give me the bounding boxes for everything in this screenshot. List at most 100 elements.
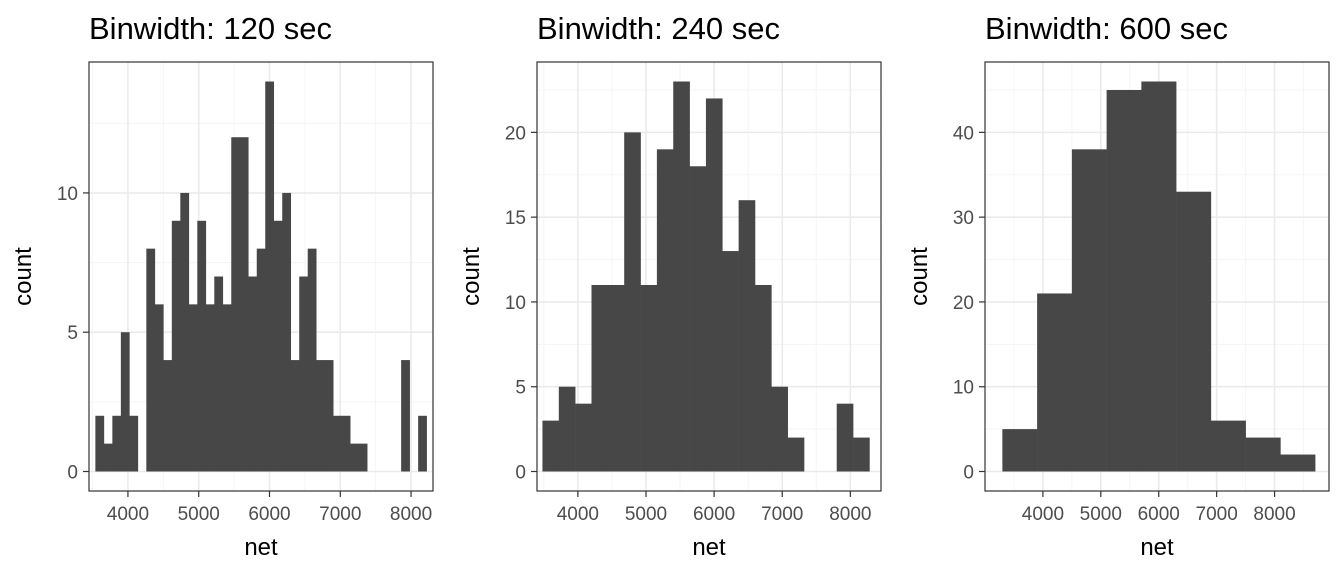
y-tick-label: 0 [67,463,78,484]
histogram-bar [1106,89,1142,472]
histogram-bar [1245,437,1281,472]
histogram-bar [1002,429,1038,472]
y-tick-label: 20 [953,293,974,314]
histogram-bar [558,386,576,472]
y-tick-label: 10 [505,293,526,314]
histogram-bar [307,248,317,472]
axes: 4000 5000 6000 7000 8000 0 5 10 15 20 [505,123,872,525]
histogram-bar [341,415,351,472]
bars [95,81,427,472]
y-tick-label: 0 [963,463,974,484]
histogram-bar [754,284,772,472]
y-tick-label: 10 [953,378,974,399]
histogram-bar [673,81,690,472]
histogram-bar [542,420,560,472]
histogram-bar [607,284,625,472]
histogram-bar [180,192,190,472]
x-tick-label: 6000 [1138,504,1180,525]
histogram-bar [738,200,756,472]
histogram-bar [787,437,805,472]
panel-border [536,61,882,492]
x-tick-label: 4000 [557,504,599,525]
y-tick-label: 5 [515,378,526,399]
histogram-bar [1176,191,1212,472]
axes: 4000 5000 6000 7000 8000 0 5 10 [57,184,432,525]
x-tick-label: 7000 [319,504,361,525]
histogram-bar [771,386,788,472]
histogram-bar [401,360,410,472]
histogram-bar [231,137,241,472]
chart-title: Binwidth: 240 sec [537,11,780,46]
histogram-panel-3: 4000 5000 6000 7000 8000 0 10 20 30 40 net count Bin… [906,11,1330,561]
histogram-bar [239,137,249,472]
axes: 4000 5000 6000 7000 8000 0 10 20 30 40 [953,123,1296,525]
y-axis-title: count [906,247,933,306]
bars [542,81,870,472]
x-axis-title: net [692,534,726,561]
histogram-bar [163,360,173,472]
histogram-bar [350,443,359,472]
histogram-bar [265,81,275,472]
histogram-bar [418,415,427,472]
histogram-bar [722,251,739,472]
x-tick-label: 8000 [1253,504,1295,525]
histogram-bar [656,149,674,472]
histogram-bar [95,415,105,472]
histogram-bar [1210,420,1246,472]
histogram-bar [316,360,326,472]
histogram-bar [689,166,707,472]
x-tick-label: 5000 [1080,504,1122,525]
panel-border [88,61,434,492]
histogram-bar [214,276,224,472]
histogram-bar [222,304,232,472]
histogram-bar [836,403,854,472]
y-tick-label: 15 [505,208,526,229]
histogram-bar [290,360,300,472]
y-tick-label: 40 [953,123,974,144]
histogram-bar [575,403,592,472]
x-tick-label: 4000 [107,504,149,525]
histogram-bar [129,415,139,472]
bars [1002,81,1316,472]
histogram-panel-1: 4000 5000 6000 7000 8000 0 5 10 net count Binwidth… [10,11,434,561]
panel-border [984,61,1330,492]
x-tick-label: 7000 [1196,504,1238,525]
x-axis-title: net [244,534,278,561]
histogram-bar [120,332,130,472]
y-tick-label: 20 [505,123,526,144]
histogram-bar [640,284,658,472]
histogram-bar [197,220,207,472]
x-tick-label: 7000 [761,504,803,525]
histogram-bar [205,304,215,472]
histogram-bar [256,248,266,472]
histogram-bar [333,415,342,472]
x-tick-label: 6000 [693,504,735,525]
y-axis-title: count [10,247,37,306]
y-tick-label: 30 [953,208,974,229]
histogram-bar [188,304,198,472]
x-axis-title: net [1140,534,1174,561]
y-axis-title: count [458,247,485,306]
histogram-bar [171,220,181,472]
histogram-bar [1280,454,1316,472]
histogram-bar [112,415,122,472]
histogram-bar [1071,149,1107,472]
y-tick-label: 10 [57,184,78,205]
histogram-bar [358,443,368,472]
histogram-bar [1037,293,1073,472]
x-tick-label: 5000 [178,504,220,525]
y-tick-label: 5 [67,323,78,344]
histogram-bar [624,132,641,472]
histogram-bar [1141,81,1177,472]
histogram-bar [248,276,258,472]
x-tick-label: 5000 [625,504,667,525]
x-tick-label: 8000 [390,504,432,525]
histogram-bar [324,360,334,472]
histogram-bar [146,248,156,472]
x-tick-label: 4000 [1022,504,1064,525]
y-tick-label: 0 [515,463,526,484]
histogram-bar [705,98,723,472]
histogram-bar [299,276,309,472]
chart-title: Binwidth: 600 sec [985,11,1228,46]
